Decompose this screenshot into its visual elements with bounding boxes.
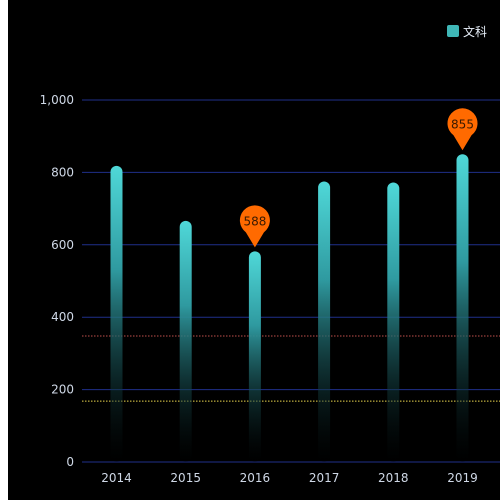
y-tick-label: 800	[51, 165, 74, 179]
bars	[110, 154, 469, 463]
y-axis-labels: 0 200 400 600 800 1,000	[40, 93, 74, 469]
marker-2016: 588	[239, 205, 270, 248]
x-axis-labels: 2014 2015 2016 2017 2018 2019	[101, 471, 478, 485]
y-tick-label: 200	[51, 383, 74, 397]
x-tick-label: 2015	[170, 471, 201, 485]
reference-lines	[82, 335, 500, 402]
x-tick-label: 2018	[378, 471, 409, 485]
x-tick-label: 2017	[309, 471, 340, 485]
x-tick-label: 2019	[447, 471, 478, 485]
bar-2018[interactable]	[387, 182, 400, 462]
bar-2014[interactable]	[110, 165, 123, 462]
value-markers: 588 855	[239, 108, 478, 248]
bar-2019[interactable]	[456, 154, 469, 463]
y-tick-label: 600	[51, 238, 74, 252]
bar-2017[interactable]	[318, 181, 331, 462]
x-tick-label: 2014	[101, 471, 132, 485]
marker-2019: 855	[447, 108, 478, 151]
bar-2016[interactable]	[248, 251, 261, 462]
y-tick-label: 400	[51, 310, 74, 324]
legend[interactable]: 文科	[447, 24, 487, 39]
bar-2015[interactable]	[179, 220, 192, 462]
marker-pin-icon	[447, 108, 478, 151]
marker-pin-icon	[239, 205, 270, 248]
legend-label: 文科	[463, 24, 487, 39]
marker-label: 855	[451, 117, 474, 131]
y-tick-label: 0	[66, 455, 74, 469]
marker-label: 588	[243, 214, 266, 228]
grid-lines	[82, 99, 500, 463]
y-tick-label: 1,000	[40, 93, 74, 107]
x-tick-label: 2016	[240, 471, 271, 485]
legend-swatch-icon	[447, 25, 459, 37]
chart-container: 0 200 400 600 800 1,000 2014 2015 2016 2017 2018 2…	[8, 0, 500, 500]
